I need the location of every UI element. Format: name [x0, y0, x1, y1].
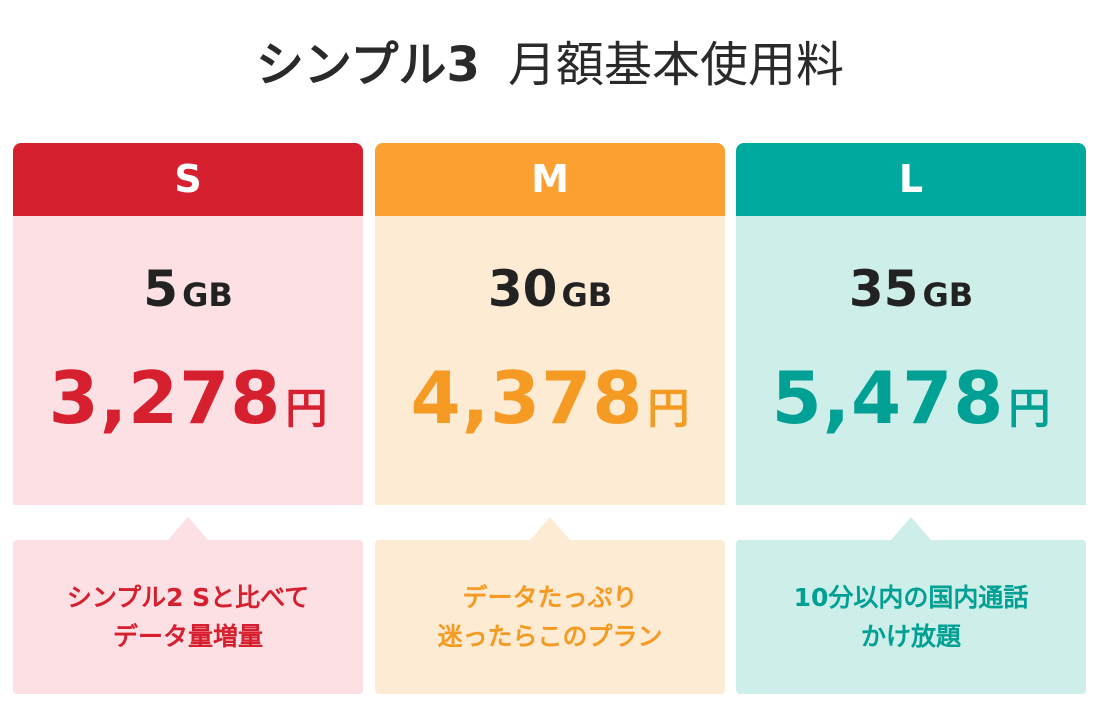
- plan-body: 35 GB 5,478円: [736, 216, 1086, 505]
- note-line: データ量増量: [112, 622, 263, 651]
- note-line: シンプル2 Sと比べて: [66, 583, 310, 612]
- title-sub: 月額基本使用料: [507, 37, 844, 93]
- data-amount: 35 GB: [736, 216, 1086, 314]
- data-amount: 30 GB: [375, 216, 725, 314]
- plan-card: M 30 GB 4,378円 データたっぷり 迷ったらこのプラン: [375, 143, 725, 694]
- plan-name: M: [375, 143, 725, 216]
- price-currency: 円: [285, 384, 328, 433]
- data-unit: GB: [561, 276, 613, 314]
- plan-name: S: [13, 143, 363, 216]
- data-number: 30: [487, 260, 558, 318]
- data-unit: GB: [182, 276, 233, 314]
- price-number: 3,278: [48, 356, 282, 440]
- price-currency: 円: [1008, 384, 1051, 433]
- title: シンプル3 月額基本使用料: [0, 30, 1100, 100]
- plan-card: S 5 GB 3,278円 シンプル2 Sと比べて データ量増量: [13, 143, 363, 694]
- plan-body: 30 GB 4,378円: [375, 216, 725, 505]
- plan-note: シンプル2 Sと比べて データ量増量: [13, 540, 363, 694]
- data-unit: GB: [922, 276, 974, 314]
- note-line: 10分以内の国内通話: [793, 583, 1029, 612]
- plan-body: 5 GB 3,278円: [13, 216, 363, 505]
- data-amount: 5 GB: [13, 216, 363, 314]
- pointer: [375, 505, 725, 540]
- price: 5,478円: [736, 362, 1086, 434]
- price-number: 4,378: [410, 356, 644, 440]
- note-line: かけ放題: [860, 622, 961, 651]
- data-number: 5: [143, 260, 179, 318]
- price: 4,378円: [375, 362, 725, 434]
- pointer: [736, 505, 1086, 540]
- price-number: 5,478: [771, 356, 1005, 440]
- plan-note: 10分以内の国内通話 かけ放題: [736, 540, 1086, 694]
- plan-name: L: [736, 143, 1086, 216]
- note-line: 迷ったらこのプラン: [437, 622, 663, 651]
- plan-note: データたっぷり 迷ったらこのプラン: [375, 540, 725, 694]
- title-main: シンプル3: [256, 37, 480, 93]
- plan-card: L 35 GB 5,478円 10分以内の国内通話 かけ放題: [736, 143, 1086, 694]
- note-line: データたっぷり: [462, 583, 638, 612]
- data-number: 35: [848, 260, 919, 318]
- price-currency: 円: [647, 384, 690, 433]
- pointer: [13, 505, 363, 540]
- price: 3,278円: [13, 362, 363, 434]
